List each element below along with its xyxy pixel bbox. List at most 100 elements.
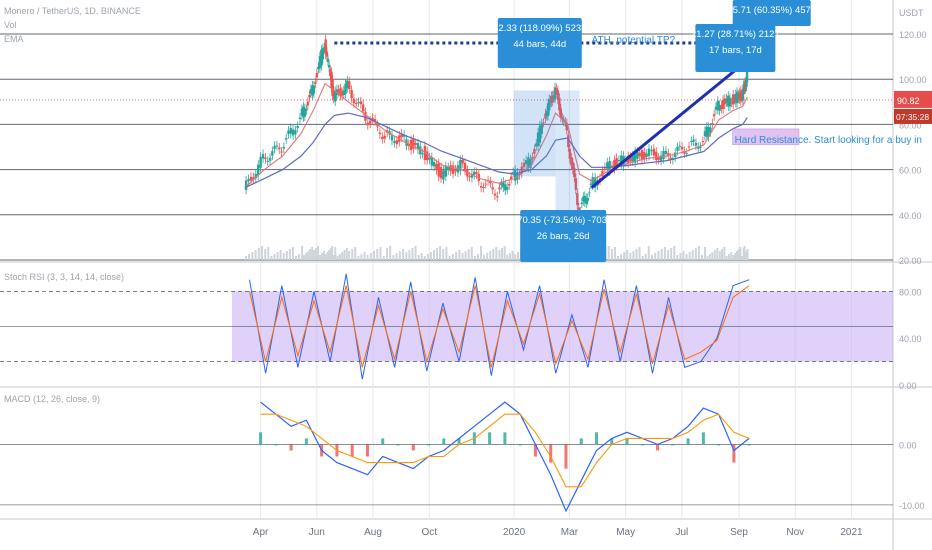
candle-body xyxy=(703,131,707,137)
candle-body xyxy=(542,122,545,124)
candle-body xyxy=(449,165,452,172)
volume-bar xyxy=(319,255,322,260)
volume-bar xyxy=(332,255,335,260)
candle-body xyxy=(555,88,558,91)
stoch-y-tick: 80.00 xyxy=(899,287,922,297)
candle-body xyxy=(662,150,665,160)
candle-body xyxy=(640,149,644,161)
y-axis-tick-label: 60.00 xyxy=(899,166,922,176)
candle-body xyxy=(742,84,745,95)
candle-body xyxy=(496,196,499,198)
candle-body xyxy=(320,49,323,67)
volume-bar xyxy=(336,256,339,260)
candle-body xyxy=(282,147,286,149)
candle-body xyxy=(376,125,379,127)
candle-body xyxy=(244,180,248,190)
callout-ath-box xyxy=(732,0,811,26)
macd-histogram-bar xyxy=(747,444,751,446)
volume-bar xyxy=(451,254,454,260)
candle-body xyxy=(477,173,481,181)
candle-body xyxy=(278,147,281,150)
volume-bar xyxy=(313,250,316,260)
candle-body xyxy=(378,132,382,135)
candle-body xyxy=(617,159,621,162)
volume-bar xyxy=(354,247,357,260)
volume-bar xyxy=(379,247,382,260)
candle-body xyxy=(585,198,588,204)
volume-bar xyxy=(458,250,461,260)
volume-bar xyxy=(276,252,279,260)
candle-body xyxy=(723,98,727,105)
ema-fast-line xyxy=(244,82,748,189)
volume-bar xyxy=(476,254,479,260)
volume-bar xyxy=(737,249,740,260)
candle-body xyxy=(513,169,517,181)
candle-body xyxy=(716,100,720,110)
candle-body xyxy=(489,181,492,184)
y-axis-tick-label: 80.00 xyxy=(899,120,922,130)
candle-body xyxy=(400,133,403,138)
volume-bar xyxy=(348,251,351,260)
stoch-title: Stoch RSI (3, 3, 14, 14, close) xyxy=(4,272,124,282)
candle-body xyxy=(727,95,730,107)
countdown-tag xyxy=(894,108,932,124)
candle-body xyxy=(247,178,250,182)
volume-bar xyxy=(647,246,650,260)
candle-body xyxy=(705,126,708,137)
ema-slow-line xyxy=(244,112,748,189)
candle-body xyxy=(676,146,679,151)
macd-histogram-bar xyxy=(503,432,507,445)
volume-bar xyxy=(385,248,388,260)
candle-body xyxy=(574,178,578,190)
candle-body xyxy=(571,162,575,170)
volume-bar xyxy=(360,254,363,260)
volume-bar xyxy=(414,246,417,260)
volume-bar xyxy=(343,250,346,260)
volume-bar xyxy=(694,248,697,260)
volume-bar xyxy=(426,254,429,260)
volume-bar xyxy=(654,253,657,260)
volume-bar xyxy=(727,254,730,260)
candle-body xyxy=(459,159,462,171)
candle-body xyxy=(430,157,434,166)
candle-body xyxy=(694,142,698,146)
candle-body xyxy=(254,173,257,179)
candle-body xyxy=(680,146,684,150)
volume-bar xyxy=(244,256,247,260)
candle-body xyxy=(527,157,530,168)
candle-body xyxy=(308,95,311,98)
volume-bar xyxy=(345,248,348,260)
macd-histogram-bar xyxy=(594,432,598,445)
candle-body xyxy=(655,151,658,161)
candle-body xyxy=(504,184,507,191)
candle-body xyxy=(659,155,663,161)
ema-label: EMA xyxy=(4,34,24,44)
volume-bar xyxy=(264,249,267,260)
candle-body xyxy=(473,171,476,175)
callout-trend-text: 17 bars, 17d xyxy=(709,45,762,56)
volume-bar xyxy=(514,254,517,260)
vol-label: Vol xyxy=(4,20,17,30)
volume-bar xyxy=(734,253,737,260)
candle-body xyxy=(284,138,288,140)
volume-bar xyxy=(257,248,260,260)
callout-up-text: 44 bars, 44d xyxy=(513,39,566,50)
candle-body xyxy=(567,135,570,148)
volume-bar xyxy=(301,246,304,260)
candle-body xyxy=(327,65,331,68)
candle-body xyxy=(463,162,467,171)
candle-body xyxy=(268,157,272,161)
volume-bar xyxy=(408,250,411,260)
volume-bar xyxy=(448,256,451,260)
candle-body xyxy=(346,80,349,89)
candle-body xyxy=(638,152,641,157)
volume-bar xyxy=(511,251,514,260)
macd-histogram-bar xyxy=(518,444,522,446)
candle-body xyxy=(709,127,712,133)
volume-bar xyxy=(432,250,435,260)
candle-body xyxy=(645,153,648,157)
candle-body xyxy=(470,174,474,178)
candle-body xyxy=(361,104,365,112)
volume-bar xyxy=(464,251,467,260)
